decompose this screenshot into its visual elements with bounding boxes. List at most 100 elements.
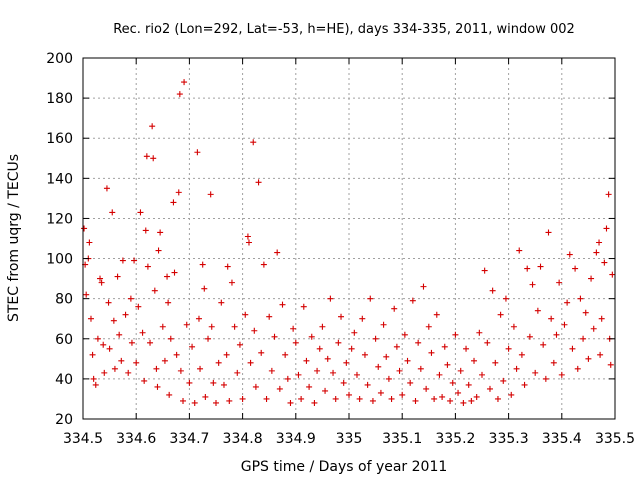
data-point	[529, 281, 536, 288]
data-point	[505, 345, 512, 352]
data-point	[609, 271, 616, 278]
axis-ticks: 334.5 334.6 334.7 334.8 334.9 335 335.1 335.2 33…	[46, 51, 635, 447]
data-point	[119, 257, 126, 264]
y-tick-label: 200	[46, 51, 73, 67]
data-point	[361, 351, 368, 358]
data-point	[147, 339, 154, 346]
data-point	[436, 371, 443, 378]
data-point	[396, 367, 403, 374]
data-point	[415, 339, 422, 346]
data-point	[189, 343, 196, 350]
data-point	[144, 263, 151, 270]
data-point	[518, 351, 525, 358]
data-point	[603, 225, 610, 232]
data-point	[90, 375, 97, 382]
data-point	[486, 385, 493, 392]
data-point	[574, 365, 581, 372]
data-point	[407, 379, 414, 386]
data-point	[155, 247, 162, 254]
y-tick-label: 20	[55, 412, 73, 428]
y-tick-label: 120	[46, 211, 73, 227]
data-point	[497, 311, 504, 318]
data-point	[139, 329, 146, 336]
data-point	[116, 331, 123, 338]
data-point	[176, 91, 183, 98]
data-point	[279, 301, 286, 308]
data-point	[351, 329, 358, 336]
data-point	[300, 303, 307, 310]
data-point	[508, 391, 515, 398]
data-point	[268, 367, 275, 374]
data-point	[118, 357, 125, 364]
data-point	[250, 139, 257, 146]
data-point	[338, 313, 345, 320]
data-point	[588, 275, 595, 282]
data-point	[423, 385, 430, 392]
data-point	[284, 375, 291, 382]
data-point	[356, 395, 363, 402]
data-point	[101, 369, 108, 376]
data-point	[513, 365, 520, 372]
data-point	[135, 303, 142, 310]
y-tick-label: 60	[55, 332, 73, 348]
y-tick-label: 40	[55, 372, 73, 388]
data-point	[542, 375, 549, 382]
data-point	[324, 355, 331, 362]
data-point	[380, 321, 387, 328]
data-point	[596, 239, 603, 246]
data-point	[428, 349, 435, 356]
x-tick-label: 335	[336, 431, 363, 447]
data-point	[151, 287, 158, 294]
data-point	[465, 381, 472, 388]
data-point	[181, 79, 188, 86]
data-point	[239, 395, 246, 402]
data-point	[332, 395, 339, 402]
data-point	[391, 305, 398, 312]
data-point	[369, 397, 376, 404]
data-point	[532, 369, 539, 376]
data-point	[471, 357, 478, 364]
data-point	[226, 397, 233, 404]
data-point	[194, 149, 201, 156]
data-point	[122, 311, 129, 318]
data-point	[197, 365, 204, 372]
data-point	[244, 233, 251, 240]
data-point	[590, 325, 597, 332]
data-point	[215, 359, 222, 366]
data-point	[205, 335, 212, 342]
data-point	[388, 395, 395, 402]
data-point	[439, 393, 446, 400]
data-point	[255, 179, 262, 186]
chart-title: Rec. rio2 (Lon=292, Lat=-53, h=HE), days…	[113, 22, 575, 37]
data-point	[111, 365, 118, 372]
data-point	[220, 381, 227, 388]
x-tick-label: 334.7	[169, 431, 209, 447]
data-point	[252, 383, 259, 390]
data-point	[550, 359, 557, 366]
data-point	[367, 295, 374, 302]
data-point	[94, 335, 101, 342]
data-point	[449, 379, 456, 386]
data-point	[558, 371, 565, 378]
data-point	[569, 345, 576, 352]
data-point	[133, 359, 140, 366]
data-point	[208, 323, 215, 330]
data-point	[319, 323, 326, 330]
data-point	[141, 377, 148, 384]
data-point	[598, 315, 605, 322]
data-point	[236, 341, 243, 348]
data-point	[164, 273, 171, 280]
data-point	[566, 251, 573, 258]
x-tick-label: 335.5	[595, 431, 635, 447]
x-tick-label: 334.5	[63, 431, 103, 447]
data-point	[159, 323, 166, 330]
data-point	[393, 343, 400, 350]
data-point	[492, 359, 499, 366]
data-point	[364, 381, 371, 388]
data-point	[142, 227, 149, 234]
data-point	[399, 391, 406, 398]
data-point	[385, 375, 392, 382]
data-point	[322, 387, 329, 394]
y-tick-label: 80	[55, 292, 73, 308]
